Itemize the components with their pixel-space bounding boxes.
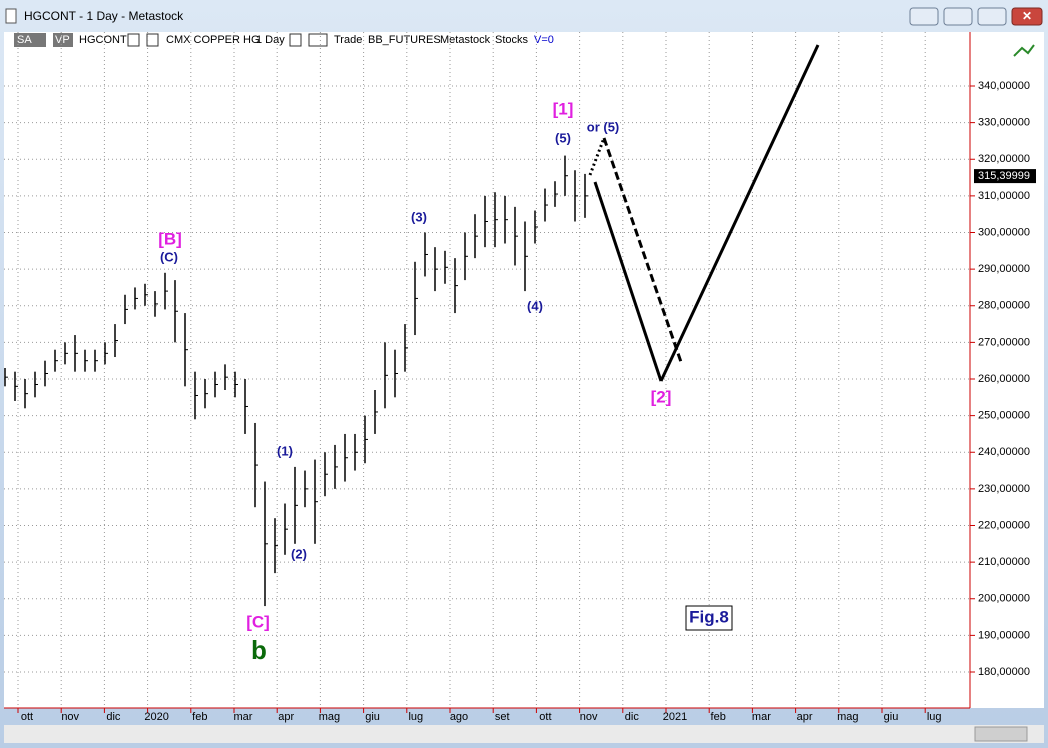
- restore-btn[interactable]: [909, 7, 939, 26]
- period: 1 Day: [256, 34, 285, 46]
- scrollbar[interactable]: [4, 725, 1044, 743]
- x-tick-label: dic: [625, 711, 640, 723]
- symbol: HGCONT: [79, 34, 127, 46]
- annotation: (2): [291, 546, 307, 561]
- minimize-btn[interactable]: [943, 7, 973, 26]
- x-tick-label: set: [495, 711, 510, 723]
- y-tick-label: 230,00000: [978, 483, 1030, 495]
- annotation: or (5): [587, 119, 620, 134]
- y-tick-label: 280,00000: [978, 300, 1030, 312]
- x-tick-label: ago: [450, 711, 468, 723]
- annotation: Fig.8: [689, 607, 729, 626]
- annotation: [1]: [553, 99, 574, 118]
- x-tick-label: mar: [752, 711, 771, 723]
- x-tick-label: mar: [234, 711, 253, 723]
- x-tick-label: mag: [837, 711, 858, 723]
- maximize-btn[interactable]: [977, 7, 1007, 26]
- dropdown[interactable]: [289, 33, 302, 47]
- y-tick-label: 210,00000: [978, 556, 1030, 568]
- dropdown[interactable]: [127, 33, 140, 47]
- volume: V=0: [534, 34, 554, 46]
- y-tick-label: 300,00000: [978, 226, 1030, 238]
- x-tick-label: 2021: [663, 711, 687, 723]
- app-icon: [5, 8, 17, 24]
- y-tick-label: 310,00000: [978, 190, 1030, 202]
- scroll-thumb[interactable]: [974, 726, 1028, 742]
- annotation: (5): [555, 130, 571, 145]
- x-tick-label: nov: [580, 711, 598, 723]
- x-tick-label: ott: [21, 711, 33, 723]
- annotation: (4): [527, 298, 543, 313]
- projection-line: [593, 181, 663, 382]
- projection-line: [588, 137, 606, 176]
- last-price-box: [974, 169, 1036, 184]
- x-tick-label: nov: [61, 711, 79, 723]
- x-tick-label: feb: [192, 711, 207, 723]
- sa-label: SA: [17, 34, 32, 46]
- projection-line: [602, 137, 683, 363]
- mode: Trade: [334, 34, 362, 46]
- vp-label: VP: [55, 34, 70, 46]
- source: BB_FUTURES: [368, 34, 441, 46]
- last-price: 315,39999: [978, 170, 1030, 182]
- x-tick-label: 2020: [144, 711, 168, 723]
- dropdown[interactable]: [146, 33, 159, 47]
- dropdown[interactable]: [308, 33, 328, 47]
- sa-btn[interactable]: [14, 33, 46, 47]
- fig-box: [685, 605, 733, 631]
- x-tick-label: feb: [711, 711, 726, 723]
- x-tick-label: lug: [927, 711, 942, 723]
- y-tick-label: 330,00000: [978, 117, 1030, 129]
- security-name: CMX COPPER HG: [166, 34, 260, 46]
- x-tick-label: giu: [365, 711, 380, 723]
- y-tick-label: 200,00000: [978, 593, 1030, 605]
- annotation: [B]: [158, 229, 182, 248]
- annotation: (C): [160, 249, 178, 264]
- chart-icon: [1013, 44, 1035, 57]
- y-tick-label: 220,00000: [978, 519, 1030, 531]
- x-tick-label: ott: [539, 711, 551, 723]
- chart-area: [4, 32, 1044, 708]
- annotation: [2]: [651, 387, 672, 406]
- y-tick-label: 180,00000: [978, 666, 1030, 678]
- close-btn[interactable]: [1011, 7, 1043, 26]
- y-tick-label: 320,00000: [978, 153, 1030, 165]
- annotation: (3): [411, 209, 427, 224]
- y-tick-label: 270,00000: [978, 336, 1030, 348]
- x-tick-label: dic: [106, 711, 121, 723]
- app: Metastock: [440, 34, 491, 46]
- x-tick-label: lug: [408, 711, 423, 723]
- close-x: ✕: [1022, 9, 1032, 23]
- x-tick-label: mag: [319, 711, 340, 723]
- y-tick-label: 250,00000: [978, 410, 1030, 422]
- annotation: [C]: [246, 612, 270, 631]
- window-title: HGCONT - 1 Day - Metastock: [24, 9, 184, 23]
- projection-line: [659, 44, 820, 382]
- kind: Stocks: [495, 34, 529, 46]
- y-tick-label: 240,00000: [978, 446, 1030, 458]
- y-tick-label: 260,00000: [978, 373, 1030, 385]
- annotation: (1): [277, 443, 293, 458]
- x-tick-label: apr: [278, 711, 294, 723]
- vp-btn[interactable]: [53, 33, 73, 47]
- annotation: b: [251, 635, 267, 665]
- y-tick-label: 340,00000: [978, 80, 1030, 92]
- y-tick-label: 190,00000: [978, 629, 1030, 641]
- y-tick-label: 290,00000: [978, 263, 1030, 275]
- x-tick-label: giu: [884, 711, 899, 723]
- x-tick-label: apr: [797, 711, 813, 723]
